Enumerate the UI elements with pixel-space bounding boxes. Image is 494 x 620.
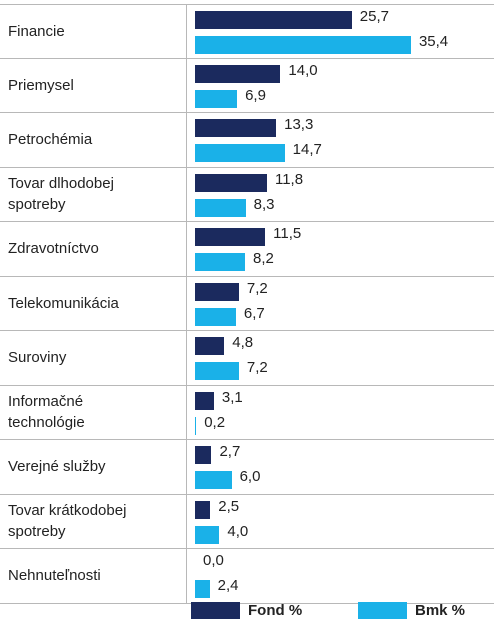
category-label: Informačné technológie — [8, 393, 85, 432]
category-label: Priemysel — [8, 76, 74, 94]
bar — [195, 282, 239, 301]
category-row: Petrochémia 13,3 14,7 — [0, 113, 494, 168]
value-label: 6,9 — [245, 86, 266, 104]
value-label: 8,3 — [253, 195, 275, 213]
category-label: Verejné služby — [8, 458, 106, 476]
bar — [195, 471, 232, 489]
bar — [195, 11, 352, 29]
category-row: Financie 25,7 35,4 — [0, 4, 494, 59]
value-label: 11,5 — [273, 225, 302, 242]
axis-line — [186, 4, 187, 604]
bar — [195, 525, 220, 544]
bar — [195, 307, 236, 326]
bar — [195, 228, 266, 246]
category-label: Nehnuteľnosti — [8, 567, 101, 585]
value-label: 6,7 — [243, 304, 265, 322]
value-label: 2,7 — [219, 443, 241, 460]
bar — [195, 446, 212, 464]
value-label: 4,8 — [232, 334, 254, 351]
value-label: 8,2 — [253, 250, 274, 267]
bar — [195, 253, 246, 271]
bar — [195, 198, 246, 217]
legend-label: Bmk % — [415, 602, 466, 619]
value-label: 13,3 — [284, 116, 314, 133]
category-label: Zdravotníctvo — [8, 240, 99, 258]
category-label: Financie — [8, 22, 65, 40]
category-label: Tovar krátkodobej spotreby — [8, 502, 127, 541]
category-row: Nehnuteľnosti 0,0 2,4 — [0, 549, 494, 604]
value-label: 35,4 — [418, 33, 449, 50]
value-label: 6,0 — [239, 468, 261, 485]
bar — [195, 391, 214, 410]
legend-swatch — [358, 602, 407, 619]
bar — [195, 64, 281, 83]
bar — [195, 362, 239, 380]
value-label: 0,0 — [203, 552, 224, 569]
value-label: 7,2 — [246, 359, 268, 376]
value-label: 14,0 — [288, 61, 318, 79]
bar — [195, 580, 210, 598]
bar — [195, 119, 277, 137]
category-label: Tovar dlhodobej spotreby — [8, 175, 114, 214]
category-row: Informačné technológie 3,1 0,2 — [0, 386, 494, 440]
bar — [195, 416, 197, 435]
bar — [195, 36, 411, 54]
value-label: 2,4 — [217, 577, 239, 594]
category-row: Zdravotníctvo 11,5 8,2 — [0, 222, 494, 277]
legend-swatch — [191, 602, 240, 619]
bar — [195, 144, 285, 162]
value-label: 14,7 — [292, 141, 322, 158]
category-row: Tovar dlhodobej spotreby 11,8 8,3 — [0, 168, 494, 222]
bar — [195, 337, 225, 355]
value-label: 2,5 — [218, 497, 240, 515]
category-label: Telekomunikácia — [8, 294, 119, 312]
value-label: 3,1 — [221, 388, 243, 406]
category-row: Priemysel 14,0 6,9 — [0, 59, 494, 113]
value-label: 7,2 — [246, 279, 268, 297]
bar — [195, 500, 211, 519]
legend-label: Fond % — [248, 602, 303, 619]
category-row: Tovar krátkodobej spotreby 2,5 4,0 — [0, 495, 494, 549]
category-row: Verejné služby 2,7 6,0 — [0, 440, 494, 495]
value-label: 25,7 — [359, 8, 389, 25]
value-label: 11,8 — [274, 170, 304, 188]
category-label: Petrochémia — [8, 131, 93, 149]
bar — [195, 89, 238, 108]
value-label: 0,2 — [204, 413, 226, 431]
category-label: Suroviny — [8, 349, 67, 367]
bar — [195, 173, 267, 192]
category-row: Telekomunikácia 7,2 6,7 — [0, 277, 494, 331]
value-label: 4,0 — [227, 522, 249, 540]
category-row: Suroviny 4,8 7,2 — [0, 331, 494, 386]
